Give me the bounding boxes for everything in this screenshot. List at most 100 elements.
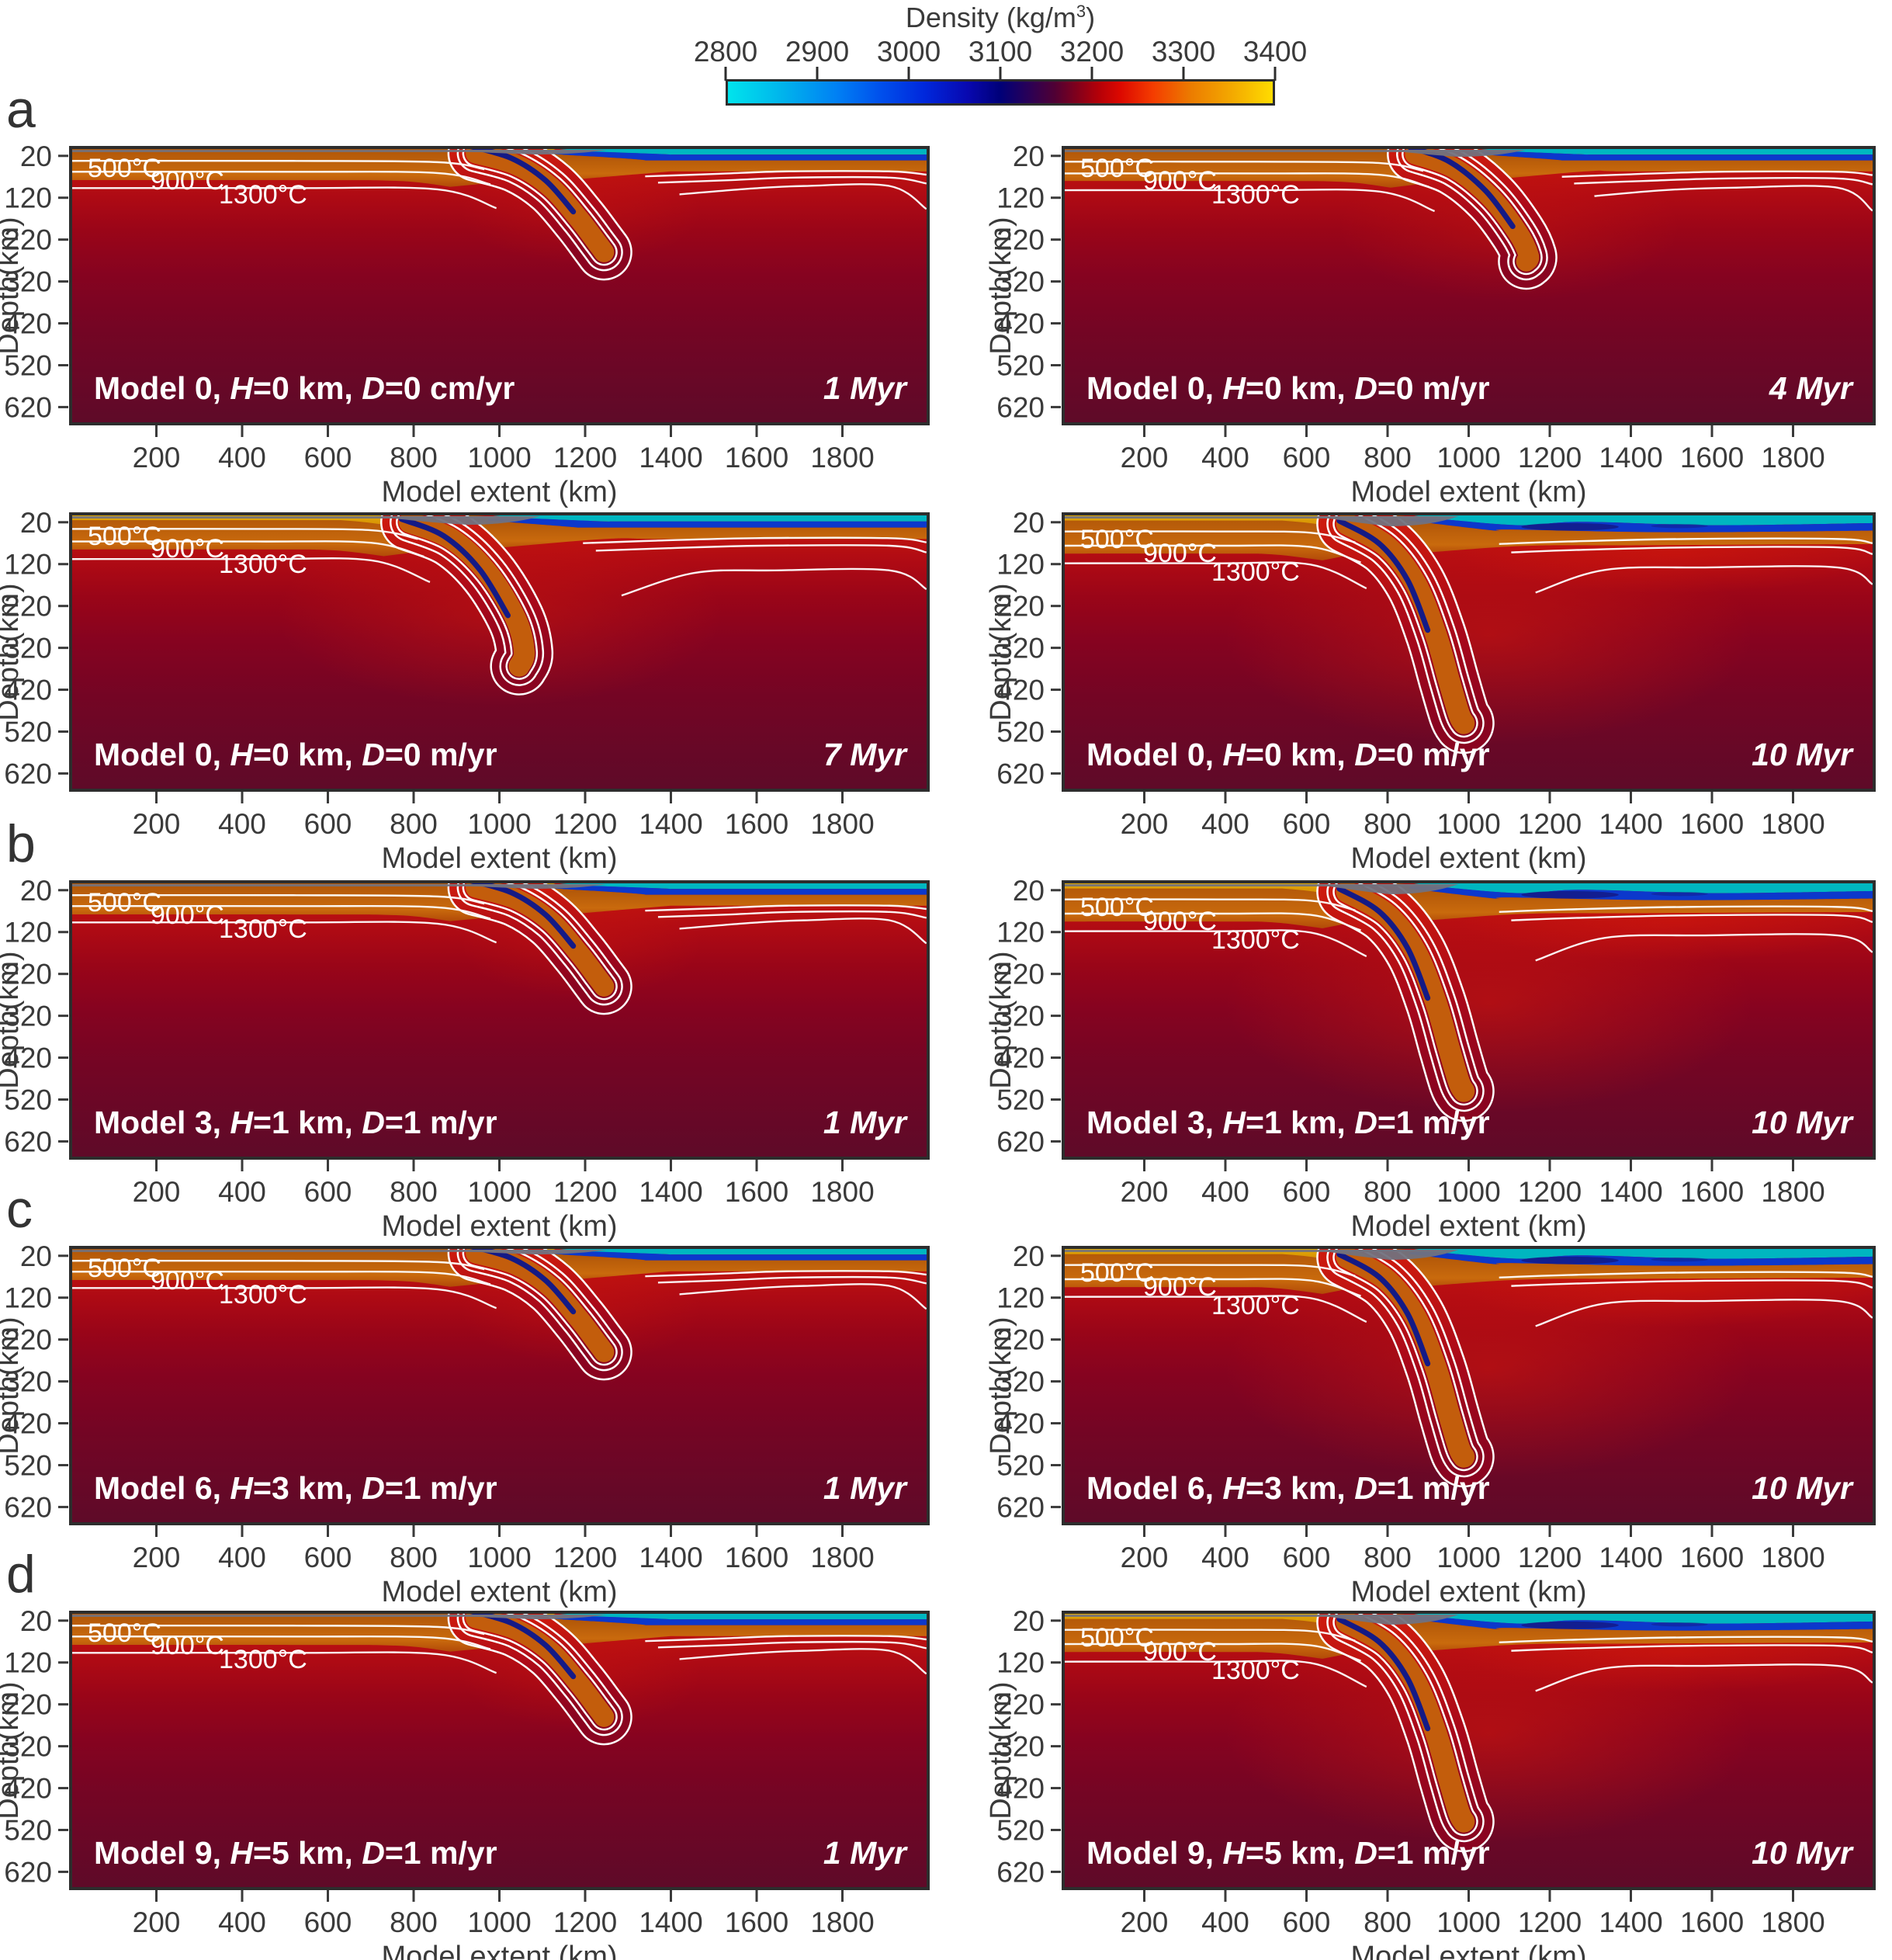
x-tick-label: 1400	[1599, 808, 1662, 840]
x-tick-label: 400	[218, 1906, 266, 1938]
contour-label-1300: 1300°C	[219, 180, 307, 210]
contour-label-1300: 1300°C	[1211, 180, 1300, 210]
colorbar-tick-label: 3200	[1059, 36, 1124, 68]
colorbar-title-pre: Density (kg/m	[905, 2, 1076, 33]
oceanic-lithosphere-layer	[541, 1618, 928, 1647]
y-tick-label: 120	[996, 182, 1045, 214]
x-axis-title: Model extent (km)	[1350, 1210, 1586, 1243]
model-name: Model 6,	[94, 1470, 230, 1506]
colorbar-tick-label: 3100	[968, 36, 1033, 68]
oceanic-crust-blue-layer	[541, 151, 928, 161]
y-tick-label: 20	[1013, 1240, 1045, 1272]
oceanic-crust-cyan-layer	[559, 882, 928, 890]
x-tick-label: 200	[1121, 442, 1169, 474]
model-name: Model 0,	[94, 737, 230, 772]
y-tick-label: 320	[996, 1731, 1045, 1763]
x-tick-label: 1400	[1599, 1542, 1662, 1573]
x-tick-label: 200	[133, 808, 181, 840]
oceanic-crust-cyan-layer	[1413, 882, 1874, 893]
x-tick-label: 1800	[1761, 1542, 1824, 1573]
x-tick-label: 400	[1201, 1906, 1249, 1938]
subducted-crust-stripe	[1336, 1251, 1431, 1367]
y-tick-label: 520	[4, 716, 52, 748]
contour-label-1300: 1300°C	[219, 1645, 307, 1674]
contour-label-1300: 1300°C	[1211, 925, 1300, 955]
x-tick-label: 1600	[1680, 442, 1744, 474]
y-tick-label: 220	[996, 591, 1045, 623]
x-tick-label: 1600	[725, 1542, 788, 1573]
y-tick-label: 520	[4, 1814, 52, 1846]
oceanic-lithosphere-layer	[1464, 154, 1874, 182]
isotherm-900-left	[71, 170, 491, 186]
model-D-value: =0 cm/yr	[385, 370, 515, 406]
isotherm-900-left	[71, 904, 491, 920]
isotherm-500-right	[645, 1270, 927, 1278]
sticky-air-strip	[1063, 516, 1439, 519]
colorbar-tick-label: 3000	[876, 36, 941, 68]
x-tick-label: 400	[218, 1542, 266, 1573]
panel-border	[1062, 1611, 1876, 1890]
model-H-value: =3 km,	[253, 1470, 362, 1506]
section-letter-d: d	[6, 1545, 36, 1604]
panel-border	[1062, 880, 1876, 1160]
y-tick-label: 320	[4, 266, 52, 298]
x-tick-label: 200	[133, 1906, 181, 1938]
x-axis-title: Model extent (km)	[1350, 1576, 1586, 1608]
colorbar-tick-label: 3400	[1242, 36, 1308, 68]
colorbar-ticks: 2800 2900 3000 3100 3200 3300 3400	[694, 36, 1307, 81]
x-tick-label: 1000	[467, 442, 531, 474]
oceanic-crust-cyan-layer	[1413, 1612, 1874, 1624]
x-tick-label: 1400	[639, 808, 702, 840]
x-tick-label: 1600	[1680, 1906, 1744, 1938]
x-tick-label: 200	[133, 442, 181, 474]
colorbar-title-post: )	[1086, 2, 1096, 33]
contour-label-900: 900°C	[151, 900, 224, 930]
x-tick-label: 1800	[810, 1906, 874, 1938]
slab-core	[1336, 514, 1475, 734]
x-tick-label: 1200	[1518, 1906, 1582, 1938]
oceanic-crust-navy-patch	[1521, 522, 1619, 531]
x-tick-label: 1600	[725, 442, 788, 474]
x-tick-label: 800	[1364, 808, 1412, 840]
y-tick-label: 220	[996, 224, 1045, 256]
x-tick-label: 1000	[1436, 1176, 1500, 1208]
panel-time-label: 4 Myr	[1769, 370, 1854, 406]
isotherm-500-right	[1499, 1271, 1873, 1279]
oceanic-crust-cyan-layer	[559, 1612, 928, 1620]
isotherm-1300-right	[679, 1283, 927, 1310]
model-H-value: =0 km,	[1246, 370, 1354, 406]
contour-label-500: 500°C	[1080, 154, 1154, 183]
model-D-symbol: D	[362, 370, 385, 406]
contour-label-1300: 1300°C	[1211, 1656, 1300, 1685]
panel-time-label: 1 Myr	[823, 370, 908, 406]
isotherm-1300-left	[1063, 561, 1367, 590]
oceanic-crust-navy-patch	[1521, 890, 1619, 899]
isotherm-900-right	[1511, 914, 1873, 923]
isotherm-900-left	[1063, 912, 1361, 931]
model-H-symbol: H	[1222, 1105, 1246, 1140]
y-tick-label: 320	[996, 266, 1045, 298]
subducted-crust-stripe	[1336, 1616, 1431, 1732]
oceanic-lithosphere-layer	[541, 888, 928, 917]
model-D-value: =0 m/yr	[1377, 737, 1490, 772]
x-tick-label: 1200	[1518, 442, 1582, 474]
isotherm-500-right	[583, 536, 927, 544]
contour-label-900: 900°C	[1143, 1272, 1217, 1302]
y-tick-label: 20	[1013, 1605, 1045, 1637]
x-tick-label: 400	[1201, 1176, 1249, 1208]
y-tick-label: 20	[20, 140, 52, 172]
model-name: Model 0,	[1086, 737, 1222, 772]
x-axis-title: Model extent (km)	[381, 1941, 617, 1960]
y-tick-label: 620	[996, 758, 1045, 789]
panel-model-label: Model 9, H=5 km, D=1 m/yr	[94, 1835, 497, 1871]
model-H-value: =0 km,	[1246, 737, 1354, 772]
x-tick-label: 400	[1201, 1542, 1249, 1573]
x-tick-label: 600	[304, 442, 352, 474]
contour-label-900: 900°C	[151, 166, 224, 196]
sticky-air-strip	[1063, 1615, 1439, 1617]
y-axis-title: Depth(km)	[985, 1316, 1017, 1454]
oceanic-crust-blue-layer	[1408, 886, 1874, 900]
